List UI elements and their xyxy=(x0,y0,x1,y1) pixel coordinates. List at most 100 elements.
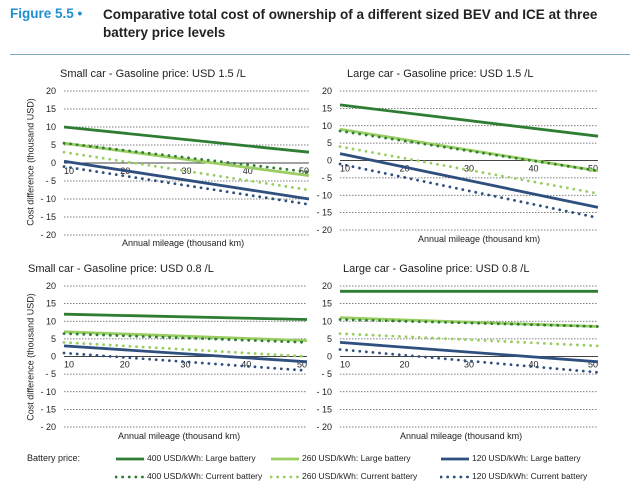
y-tick-label: - 5 xyxy=(45,176,56,186)
legend-swatch xyxy=(270,475,300,479)
x-tick-label: 30 xyxy=(181,166,191,176)
x-tick-label: 40 xyxy=(241,360,251,370)
y-tick-label: - 15 xyxy=(316,208,332,218)
series-line xyxy=(339,316,599,328)
y-tick-label: 5 xyxy=(327,138,332,148)
y-tick-label: - 10 xyxy=(40,387,56,397)
x-axis-label: Annual mileage (thousand km) xyxy=(118,431,241,441)
panel-title: Small car - Gasoline price: USD 0.8 /L xyxy=(28,263,214,275)
y-tick-label: 10 xyxy=(46,122,56,132)
x-axis-label: Annual mileage (thousand km) xyxy=(122,238,245,248)
x-tick-label: 50 xyxy=(297,360,307,370)
x-tick-label: 10 xyxy=(64,166,74,176)
y-tick-label: 20 xyxy=(46,86,56,96)
y-tick-label: - 10 xyxy=(316,387,332,397)
series-line xyxy=(63,312,308,321)
series-line xyxy=(63,141,310,177)
y-tick-label: - 15 xyxy=(316,404,332,414)
y-tick-label: 15 xyxy=(46,299,56,309)
legend-label: 120 USD/kWh: Current battery xyxy=(472,471,588,481)
x-tick-label: 30 xyxy=(464,360,474,370)
panel-title: Large car - Gasoline price: USD 0.8 /L xyxy=(343,263,530,275)
y-tick-label: - 10 xyxy=(40,194,56,204)
legend-label: 400 USD/kWh: Current battery xyxy=(147,471,263,481)
y-axis-label: Cost difference (thousand USD) xyxy=(25,293,36,421)
x-tick-label: 10 xyxy=(340,360,350,370)
y-tick-label: - 5 xyxy=(45,369,56,379)
x-axis-label: Annual mileage (thousand km) xyxy=(418,234,541,244)
series-line xyxy=(63,159,310,201)
y-tick-label: 20 xyxy=(322,281,332,291)
chart-panel-small-car-1-5: 20 15 10 5 0- 5- 10- 15- 20 10 20 30 40 50 Small c… xyxy=(0,58,320,253)
legend-label: 400 USD/kWh: Large battery xyxy=(147,453,256,463)
series-line xyxy=(63,125,310,154)
legend-title: Battery price: xyxy=(27,453,81,463)
legend-swatch xyxy=(271,457,299,461)
y-tick-label: - 20 xyxy=(316,225,332,235)
x-tick-label: 30 xyxy=(180,360,190,370)
x-tick-label: 50 xyxy=(299,166,309,176)
figure-number: Figure 5.5 • xyxy=(10,6,83,21)
y-tick-label: 10 xyxy=(322,121,332,131)
legend-label: 260 USD/kWh: Large battery xyxy=(302,453,411,463)
legend: Battery price: 400 USD/kWh: Large batter… xyxy=(0,445,640,491)
x-tick-label: 20 xyxy=(120,360,130,370)
x-tick-label: 40 xyxy=(528,164,538,174)
x-tick-label: 30 xyxy=(464,164,474,174)
y-tick-label: 20 xyxy=(46,281,56,291)
chart-panel-large-car-1-5: 20 15 10 5 0- 5- 10- 15- 20 10 20 30 40 50 Large c… xyxy=(316,58,640,253)
y-tick-label: - 5 xyxy=(321,369,332,379)
series-line xyxy=(62,332,309,344)
y-tick-label: - 20 xyxy=(40,230,56,240)
x-tick-label: 10 xyxy=(340,164,350,174)
series-line xyxy=(62,141,311,174)
series-line xyxy=(339,103,599,138)
y-tick-label: - 20 xyxy=(316,422,332,432)
y-tick-label: - 15 xyxy=(40,212,56,222)
legend-swatch xyxy=(115,475,145,479)
x-tick-label: 10 xyxy=(64,360,74,370)
series-line xyxy=(63,330,308,342)
legend-label: 120 USD/kWh: Large battery xyxy=(472,453,581,463)
y-tick-label: - 5 xyxy=(321,173,332,183)
y-tick-label: 0 xyxy=(327,156,332,166)
y-tick-label: - 15 xyxy=(40,404,56,414)
series-line xyxy=(62,341,309,358)
y-tick-label: 5 xyxy=(327,334,332,344)
y-tick-label: 5 xyxy=(51,334,56,344)
y-tick-label: 15 xyxy=(46,104,56,114)
y-axis-label: Cost difference (thousand USD) xyxy=(25,98,36,226)
figure-title: Comparative total cost of ownership of a… xyxy=(103,7,598,40)
series-line xyxy=(338,129,600,173)
legend-swatch xyxy=(441,457,469,461)
legend-swatch xyxy=(440,475,470,479)
legend-label: 260 USD/kWh: Current battery xyxy=(302,471,418,481)
y-tick-label: 0 xyxy=(51,352,56,362)
y-tick-label: 5 xyxy=(51,140,56,150)
y-tick-label: 15 xyxy=(322,299,332,309)
y-tick-label: 15 xyxy=(322,103,332,113)
x-tick-label: 20 xyxy=(399,360,409,370)
chart-panel-large-car-0-8: 20 15 10 5 0- 5- 10- 15- 20 10 20 30 40 50 Large c… xyxy=(316,253,640,443)
x-tick-label: 40 xyxy=(528,360,538,370)
header-rule xyxy=(10,54,630,55)
legend-swatch xyxy=(116,457,144,461)
y-tick-label: 10 xyxy=(46,316,56,326)
series-line xyxy=(338,162,600,220)
y-tick-label: - 20 xyxy=(40,422,56,432)
y-tick-label: 20 xyxy=(322,86,332,96)
chart-panel-small-car-0-8: 20 15 10 5 0- 5- 10- 15- 20 10 20 30 40 50 Small c… xyxy=(0,253,320,443)
series-line xyxy=(62,351,309,372)
series-line xyxy=(339,341,599,364)
x-axis-label: Annual mileage (thousand km) xyxy=(400,431,523,441)
series-line xyxy=(339,152,599,209)
y-tick-label: 0 xyxy=(51,158,56,168)
x-tick-label: 50 xyxy=(588,164,598,174)
panel-title: Small car - Gasoline price: USD 1.5 /L xyxy=(60,68,246,80)
series-line xyxy=(63,344,308,364)
y-tick-label: - 10 xyxy=(316,190,332,200)
x-tick-label: 40 xyxy=(243,166,253,176)
